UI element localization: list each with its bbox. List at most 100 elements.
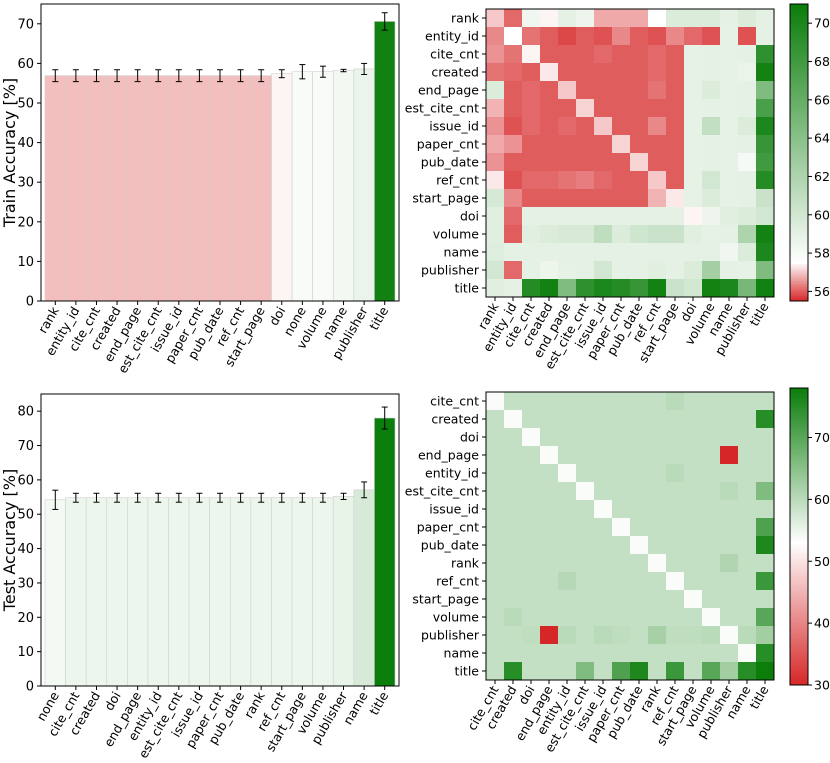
colorbar-segment: [790, 253, 808, 257]
colorbar-segment: [790, 110, 808, 114]
heatmap-cell: [648, 590, 667, 609]
colorbar-segment: [790, 650, 808, 654]
heatmap-cell: [576, 464, 595, 483]
heatmap-cell: [648, 608, 667, 627]
heatmap-cell: [612, 464, 631, 483]
heatmap-cell: [756, 608, 775, 627]
colorbar-segment: [790, 499, 808, 503]
row-label: ref_cnt: [436, 173, 479, 188]
heatmap-cell: [522, 392, 541, 411]
heatmap-cell: [594, 464, 613, 483]
heatmap-cell: [486, 536, 505, 555]
colorbar-frame: [789, 387, 809, 686]
heatmap-cell: [558, 117, 577, 136]
colorbar-segment: [790, 581, 808, 584]
heatmap-cell: [540, 608, 559, 627]
bar: [250, 497, 272, 687]
heatmap-cell: [576, 410, 595, 429]
heatmap-cell: [738, 482, 757, 501]
heatmap-cell: [486, 189, 505, 208]
heatmap-cell: [684, 63, 703, 82]
colorbar-segment: [790, 105, 808, 109]
heatmap-cell: [648, 662, 667, 681]
colorbar-segment: [790, 595, 808, 599]
heatmap-cell: [594, 662, 613, 681]
colorbar-segment: [790, 6, 808, 10]
heatmap-cell: [486, 392, 505, 411]
colorbar-segment: [790, 563, 808, 567]
heatmap-cell: [522, 446, 541, 465]
heatmap-cell: [738, 572, 757, 591]
heatmap-cell: [522, 225, 541, 244]
colorbar-segment: [790, 553, 808, 557]
heatmap-cell: [612, 9, 631, 28]
heatmap-cell: [522, 410, 541, 429]
y-tick-label: 20: [17, 215, 34, 230]
colorbar-segment: [790, 590, 808, 594]
heatmap-cell: [486, 662, 505, 681]
colorbar-segment: [790, 680, 808, 683]
heatmap-cell: [630, 207, 649, 226]
colorbar-segment: [790, 474, 808, 478]
colorbar-segment: [790, 625, 808, 629]
colorbar-segment: [790, 412, 808, 416]
bar: [374, 417, 396, 687]
row-label: doi: [460, 430, 479, 445]
colorbar-segment: [790, 256, 808, 260]
plot-frame: [485, 8, 775, 298]
bar: [147, 75, 169, 302]
colorbar-segment: [790, 682, 808, 686]
heatmap-cell: [504, 518, 523, 537]
heatmap-cell: [648, 27, 667, 46]
colorbar-segment: [790, 199, 808, 203]
heatmap-cell: [630, 27, 649, 46]
heatmap-cell: [522, 153, 541, 172]
heatmap-cell: [558, 590, 577, 609]
colorbar-segment: [790, 447, 808, 451]
heatmap-cell: [504, 554, 523, 573]
colorbar-segment: [790, 514, 808, 518]
heatmap-cell: [702, 261, 721, 280]
row-label: cite_cnt: [430, 394, 479, 409]
heatmap-cell: [540, 279, 559, 298]
heatmap-cell: [702, 27, 721, 46]
heatmap-cell: [558, 135, 577, 154]
heatmap-cell: [738, 662, 757, 681]
colorbar-segment: [790, 276, 808, 280]
heatmap-cell: [720, 279, 739, 298]
heatmap-cell: [648, 554, 667, 573]
bar: [44, 75, 66, 302]
heatmap-cell: [738, 225, 757, 244]
y-tick-label: 60: [17, 473, 34, 488]
heatmap-cell: [720, 590, 739, 609]
heatmap-cell: [738, 464, 757, 483]
heatmap-cell: [558, 572, 577, 591]
heatmap-cell: [612, 536, 631, 555]
heatmap-cell: [648, 446, 667, 465]
heatmap-cell: [684, 207, 703, 226]
heatmap-cell: [594, 644, 613, 663]
colorbar-segment: [790, 536, 808, 540]
colorbar-segment: [790, 665, 808, 669]
colorbar-segment: [790, 23, 808, 27]
colorbar-segment: [790, 516, 808, 520]
heatmap-cell: [504, 189, 523, 208]
heatmap-cell: [558, 27, 577, 46]
heatmap-cell: [648, 81, 667, 100]
heatmap-cell: [522, 608, 541, 627]
heatmap-cell: [540, 662, 559, 681]
heatmap-cell: [486, 207, 505, 226]
error-bar: [340, 68, 347, 73]
heatmap-cell: [630, 189, 649, 208]
colorbar-segment: [790, 662, 808, 666]
colorbar-tick-label: 66: [814, 92, 830, 107]
heatmap-cell: [684, 536, 703, 555]
heatmap-cell: [486, 572, 505, 591]
heatmap-cell: [756, 189, 775, 208]
colorbar-segment: [790, 633, 808, 636]
heatmap-cell: [738, 446, 757, 465]
heatmap-cell: [504, 590, 523, 609]
heatmap-cell: [738, 644, 757, 663]
heatmap-cell: [666, 572, 685, 591]
